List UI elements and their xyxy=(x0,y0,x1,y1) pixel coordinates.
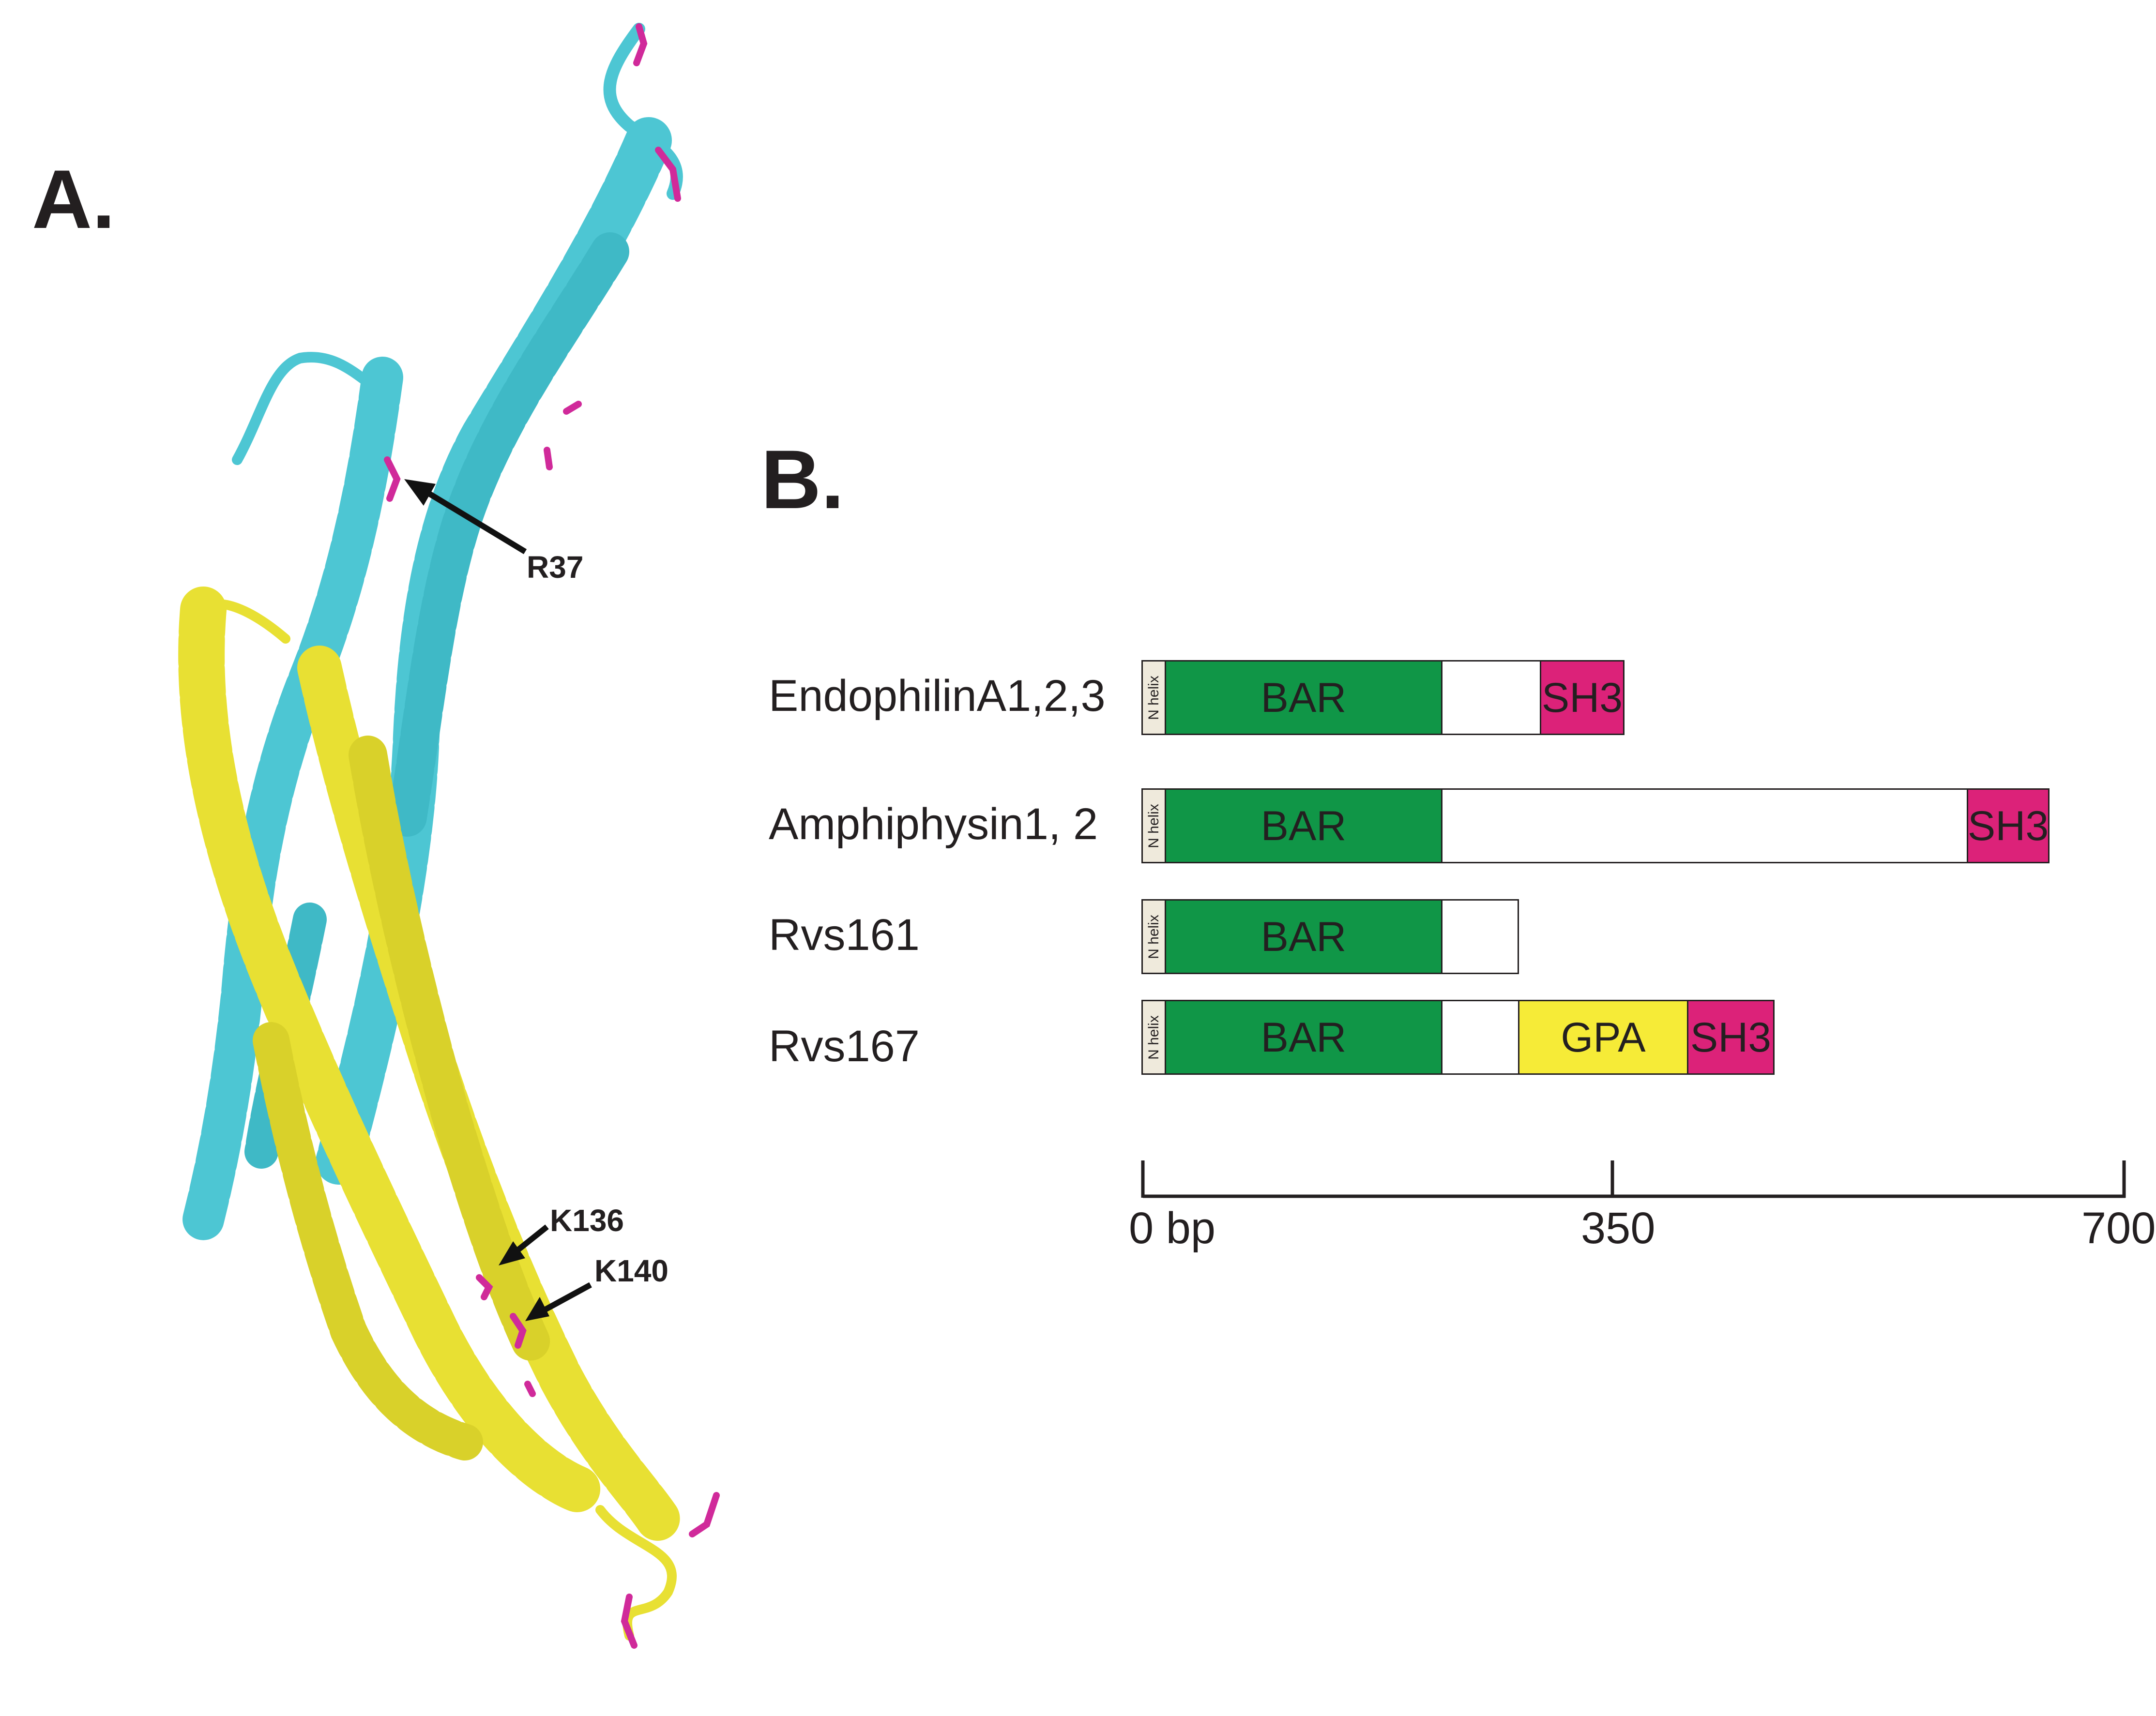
protein-structure-illustration xyxy=(178,23,720,1649)
panel-b-label: B. xyxy=(761,433,844,526)
bar-domain: BAR xyxy=(1166,662,1442,734)
n-helix-domain: N helix xyxy=(1143,662,1166,734)
residue-sticks xyxy=(384,23,720,1649)
n-helix-domain: N helix xyxy=(1143,1001,1166,1073)
yellow-chain-tail-loop xyxy=(595,1505,677,1641)
domain-bar-rvs161: N helix BAR xyxy=(1141,899,1519,974)
domain-bar-amphiphysin: N helix BAR SH3 xyxy=(1141,788,2050,863)
yellow-helix-1 xyxy=(178,587,604,1514)
panel-a-label: A. xyxy=(32,153,115,246)
n-helix-domain: N helix xyxy=(1143,901,1166,973)
yellow-helix-3 xyxy=(349,736,552,1365)
residue-label-r37: R37 xyxy=(527,550,584,585)
residue-label-k136: K136 xyxy=(550,1203,624,1238)
scale-label-0: 0 bp xyxy=(1129,1204,1216,1253)
scale-label-350: 350 xyxy=(1581,1204,1655,1253)
n-helix-domain: N helix xyxy=(1143,790,1166,862)
cyan-chain-left-loop xyxy=(232,352,373,465)
bar-domain: BAR xyxy=(1166,790,1442,862)
gpa-domain: GPA xyxy=(1518,1001,1688,1073)
yellow-chain-top-loop xyxy=(198,599,290,644)
sh3-domain: SH3 xyxy=(1967,790,2049,862)
protein-name-endophilin: EndophilinA1,2,3 xyxy=(769,671,1106,721)
cyan-helix-3 xyxy=(182,357,403,1240)
protein-name-rvs161: Rvs161 xyxy=(769,910,920,960)
protein-name-amphiphysin: Amphiphysin1, 2 xyxy=(769,799,1098,849)
sh3-domain: SH3 xyxy=(1540,662,1623,734)
residue-label-k140: K140 xyxy=(594,1253,668,1288)
bar-domain: BAR xyxy=(1166,901,1442,973)
pointer-arrows xyxy=(404,479,592,1321)
sh3-domain: SH3 xyxy=(1688,1001,1773,1073)
yellow-helix-4 xyxy=(253,1022,483,1460)
domain-bar-rvs167: N helix BAR GPA SH3 xyxy=(1141,1000,1775,1075)
protein-name-rvs167: Rvs167 xyxy=(769,1022,920,1071)
bar-domain: BAR xyxy=(1166,1001,1442,1073)
scale-label-700: 700 xyxy=(2081,1204,2156,1253)
cyan-chain-top-loop xyxy=(603,23,683,200)
domain-bar-endophilin: N helix BAR SH3 xyxy=(1141,660,1625,735)
